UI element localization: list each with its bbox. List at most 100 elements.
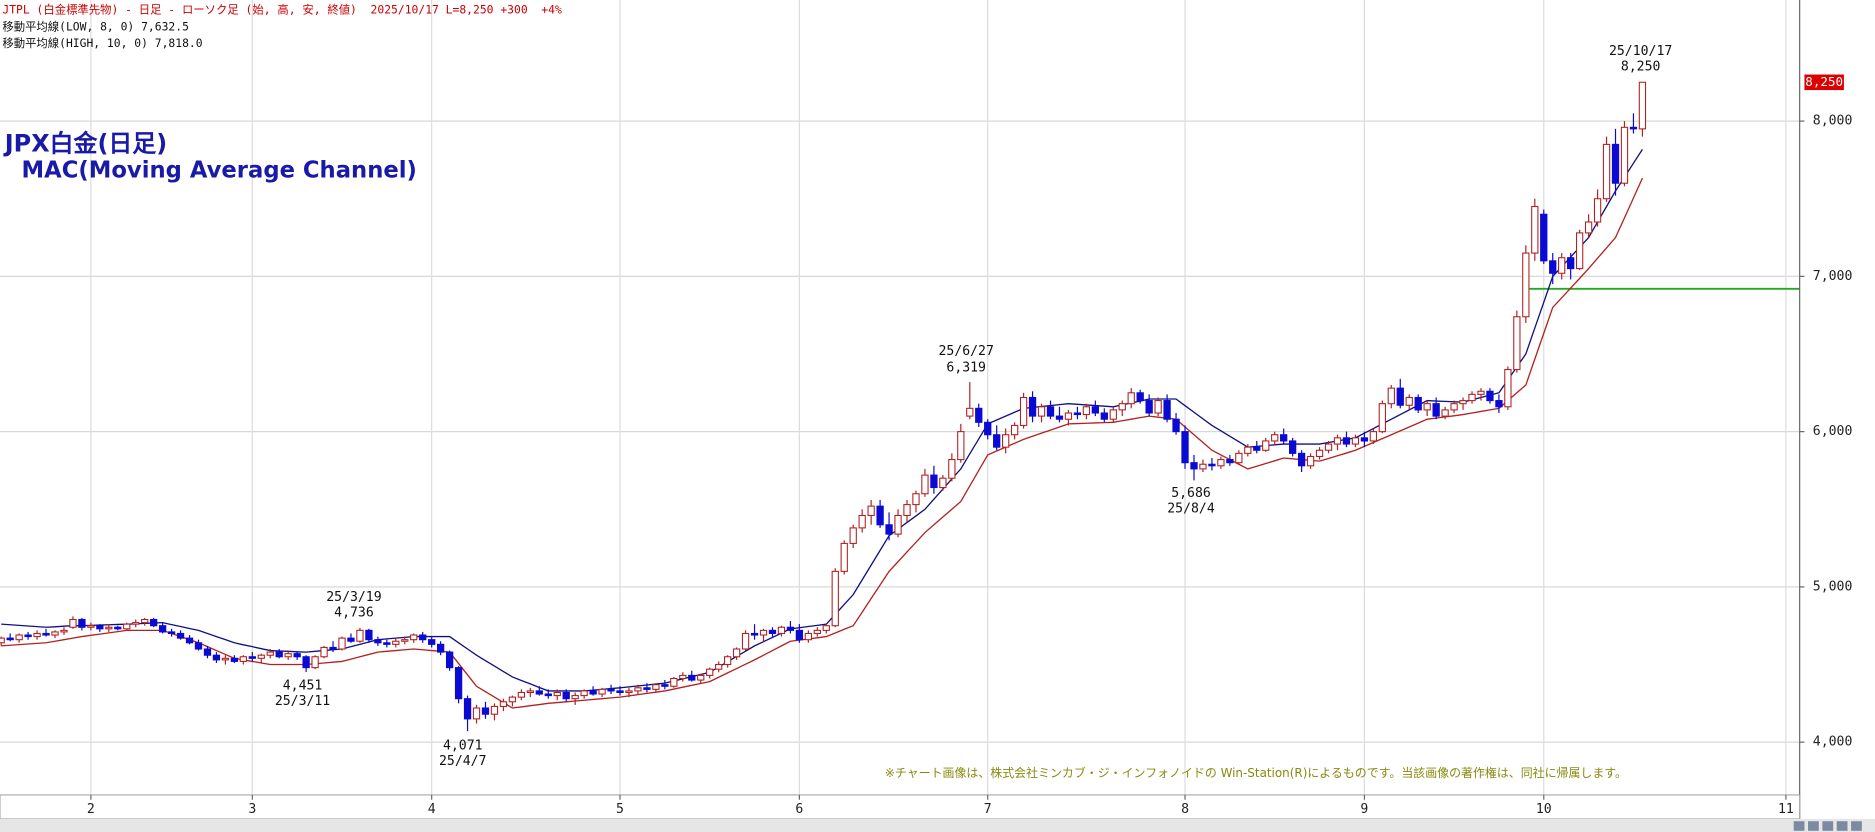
candle-body	[194, 642, 203, 650]
candle-body	[1333, 437, 1342, 445]
candle-body	[356, 629, 364, 642]
candle-body	[1226, 459, 1234, 464]
candle-body	[221, 657, 230, 661]
candle-body	[715, 663, 723, 670]
x-tick-label: 6	[795, 802, 803, 817]
candle-body	[1611, 143, 1620, 184]
candle-body	[329, 646, 337, 650]
candle-body	[1620, 126, 1629, 184]
candle-body	[490, 705, 499, 715]
candle-body	[1172, 418, 1180, 433]
candle-body	[858, 514, 866, 529]
x-tick-label: 9	[1360, 802, 1368, 817]
candle-body	[78, 618, 86, 628]
candle-body	[1315, 449, 1324, 458]
icon[interactable]	[1793, 821, 1805, 831]
candle-body	[105, 626, 113, 630]
candle-body	[275, 651, 283, 658]
icon[interactable]	[1822, 821, 1834, 831]
x-tick-label: 8	[1181, 802, 1189, 817]
icon[interactable]	[1836, 821, 1848, 831]
candle-body	[634, 687, 642, 692]
candle-body	[1495, 400, 1503, 408]
candle-body	[589, 690, 597, 695]
y-tick-label: 8,000	[1813, 114, 1853, 129]
candle-body	[1477, 390, 1485, 395]
candle-body	[822, 625, 830, 631]
candle-body	[1190, 462, 1198, 470]
candle-body	[607, 688, 615, 692]
candle-body	[1423, 403, 1431, 411]
candle-body	[912, 493, 920, 506]
icon[interactable]	[1851, 821, 1862, 831]
candle-body	[69, 618, 77, 628]
candle-body	[96, 625, 104, 630]
candle-body	[759, 629, 768, 636]
candle-body	[1459, 400, 1467, 405]
candle-body	[302, 656, 310, 669]
candle-body	[975, 407, 983, 423]
candle-body	[338, 637, 346, 650]
annotation: 6,319	[946, 361, 986, 376]
chart-subtitle: MAC(Moving Average Channel)	[22, 157, 417, 183]
candle-body	[777, 626, 786, 635]
candle-body	[454, 667, 463, 700]
candle-body	[831, 570, 839, 627]
legend-entry: 移動平均線(HIGH, 10, 0) 7,818.0	[2, 36, 202, 50]
candle-body	[1549, 260, 1557, 274]
candle-body	[1091, 406, 1099, 414]
x-tick-label: 7	[984, 802, 992, 817]
x-tick-label: 10	[1536, 802, 1552, 817]
price-tag-label: 8,250	[1805, 74, 1843, 89]
candle-body	[1136, 392, 1144, 402]
candle-body	[410, 634, 418, 641]
candle-body	[445, 651, 454, 669]
candle-body	[1342, 437, 1351, 445]
candle-body	[1593, 198, 1602, 223]
candle-body	[849, 527, 857, 544]
candle-body	[1163, 400, 1171, 420]
candle-body	[257, 654, 265, 659]
ma-line	[1, 177, 1644, 709]
candle-body	[571, 695, 579, 700]
candle-body	[526, 690, 534, 694]
candle-body	[535, 690, 543, 695]
candle-body	[750, 632, 759, 636]
x-axis-strip	[0, 794, 1801, 820]
annotation: 4,071	[443, 738, 483, 753]
candle-body	[15, 634, 23, 641]
candle-body	[1441, 409, 1449, 417]
icon[interactable]	[1808, 821, 1819, 831]
candle-body	[643, 687, 651, 690]
ma-line	[1, 149, 1643, 692]
candle-body	[616, 690, 624, 694]
candle-body	[1127, 392, 1135, 405]
candle-body	[1450, 403, 1458, 411]
candle-body	[939, 477, 947, 489]
candle-body	[1629, 126, 1638, 130]
candle-body	[1208, 463, 1216, 467]
candle-body	[795, 629, 804, 641]
candle-body	[1253, 446, 1261, 451]
candle-body	[383, 642, 391, 645]
candle-body	[212, 654, 221, 661]
candle-body	[1181, 431, 1189, 464]
chart-title: JPX白金(日足)	[3, 130, 167, 158]
candle-body	[1405, 396, 1413, 406]
candle-body	[894, 514, 902, 535]
legend-name: 移動平均線(LOW, 8, 0)	[2, 19, 134, 33]
header-line: JTPL (白金標準先物) - 日足 - ローソク足 (始, 高, 安, 終値)…	[2, 3, 562, 17]
legend-name: 移動平均線(HIGH, 10, 0)	[2, 36, 148, 50]
candle-body	[553, 691, 561, 697]
toolbar-icons	[1793, 821, 1862, 831]
candle-body	[1118, 403, 1126, 411]
candle-body	[1037, 406, 1046, 417]
candle-body	[374, 639, 382, 644]
annotation: 25/6/27	[938, 344, 993, 359]
lines	[1, 149, 1800, 709]
candle-body	[804, 632, 813, 641]
candle-body	[1010, 424, 1019, 436]
candle-body	[87, 625, 95, 628]
